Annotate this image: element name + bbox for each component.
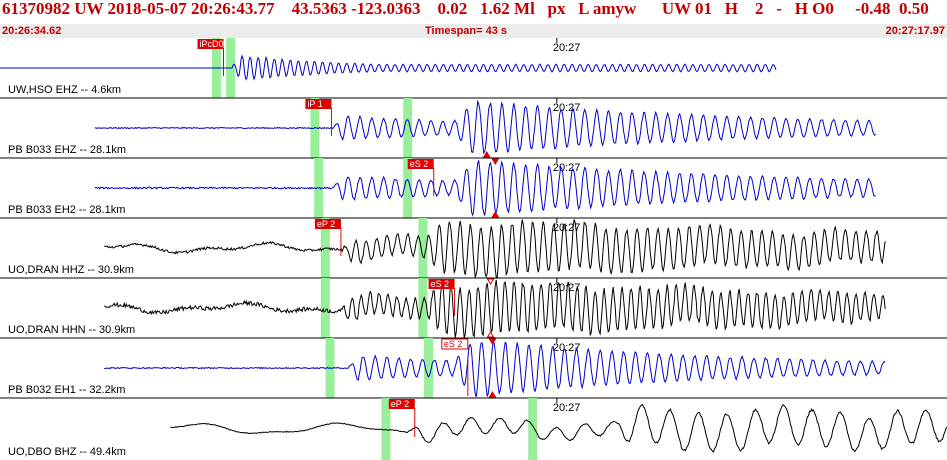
- station-label: PB B032 EH1 -- 32.2km: [8, 384, 125, 396]
- pick-label: eP 2: [391, 399, 409, 409]
- time-info-bar: 20:26:34.62 Timespan= 43 s 20:27:17.97: [0, 24, 947, 38]
- pick-flag[interactable]: [305, 99, 332, 109]
- pick-flag[interactable]: [428, 279, 455, 289]
- pick-flag[interactable]: [388, 399, 415, 409]
- analysis-window: [424, 338, 434, 398]
- analysis-window: [418, 278, 428, 338]
- start-time-label: 20:26:34.62: [2, 25, 62, 37]
- time-tick-label: 20:27: [553, 162, 581, 174]
- station-label: PB B033 EH2 -- 28.1km: [8, 204, 125, 216]
- amplitude-marker: [488, 338, 497, 345]
- pick-flag[interactable]: [441, 338, 469, 350]
- analysis-window: [403, 158, 413, 218]
- waveform-trace: [104, 340, 886, 398]
- pick-label: iPcD0: [199, 39, 223, 49]
- pick-label: iP 1: [307, 99, 322, 109]
- waveform-trace: [0, 54, 777, 81]
- waveform-trace: [103, 219, 886, 280]
- time-tick-label: 20:27: [553, 102, 581, 114]
- pick-flag[interactable]: [314, 219, 341, 229]
- station-label: UO,DRAN HHZ -- 30.9km: [8, 264, 134, 276]
- amplitude-marker: [486, 278, 495, 285]
- amplitude-marker: [491, 211, 500, 218]
- station-label: UW,HSO EHZ -- 4.6km: [8, 84, 121, 96]
- end-time-label: 20:27:17.97: [885, 25, 945, 37]
- analysis-window: [381, 398, 391, 460]
- analysis-window: [320, 278, 330, 338]
- event-header: 61370982 UW 2018-05-07 20:26:43.77 43.53…: [0, 0, 947, 24]
- station-label: UO,DRAN HHN -- 30.9km: [8, 324, 135, 336]
- trace-row[interactable]: 20:27 iP 1 PB B033 EHZ -- 28.1km: [0, 98, 947, 159]
- trace-row[interactable]: 20:27 eS 2 PB B033 EH2 -- 28.1km: [0, 158, 947, 219]
- waveform-trace: [94, 99, 877, 155]
- trace-row[interactable]: 20:27 eP 2 UO,DBO BHZ -- 49.4km: [8, 398, 947, 460]
- pick-label: eS 2: [410, 159, 429, 169]
- timespan-label: Timespan= 43 s: [425, 25, 508, 37]
- trace-row[interactable]: 20:27 eS 2 PB B032 EH1 -- 32.2km: [0, 338, 947, 399]
- time-tick-label: 20:27: [553, 42, 581, 54]
- waveform-trace: [94, 160, 876, 217]
- pick-label: eS 2: [431, 279, 450, 289]
- amplitude-marker: [482, 151, 491, 158]
- waveform-panel[interactable]: 20:27 iPcD0 UW,HSO EHZ -- 4.6km 20:27 iP 1 PB…: [0, 38, 947, 460]
- waveform-trace: [170, 403, 947, 453]
- pick-label: eS 2: [444, 339, 463, 349]
- time-tick-label: 20:27: [553, 342, 581, 354]
- analysis-window: [418, 218, 428, 278]
- trace-row[interactable]: 20:27 iPcD0 UW,HSO EHZ -- 4.6km: [0, 38, 947, 99]
- amplitude-marker: [488, 391, 497, 398]
- pick-flag[interactable]: [197, 39, 224, 49]
- amplitude-marker: [491, 158, 500, 165]
- amplitude-marker: [486, 331, 495, 338]
- station-label: UO,DBO BHZ -- 49.4km: [8, 446, 126, 458]
- waveform-trace: [104, 279, 886, 338]
- pick-flag[interactable]: [407, 159, 434, 169]
- event-summary-title: 61370982 UW 2018-05-07 20:26:43.77 43.53…: [2, 0, 929, 18]
- pick-label: eP 2: [317, 219, 335, 229]
- analysis-window: [528, 398, 538, 460]
- time-tick-label: 20:27: [553, 402, 581, 414]
- station-label: PB B033 EHZ -- 28.1km: [8, 144, 126, 156]
- analysis-window: [403, 98, 413, 158]
